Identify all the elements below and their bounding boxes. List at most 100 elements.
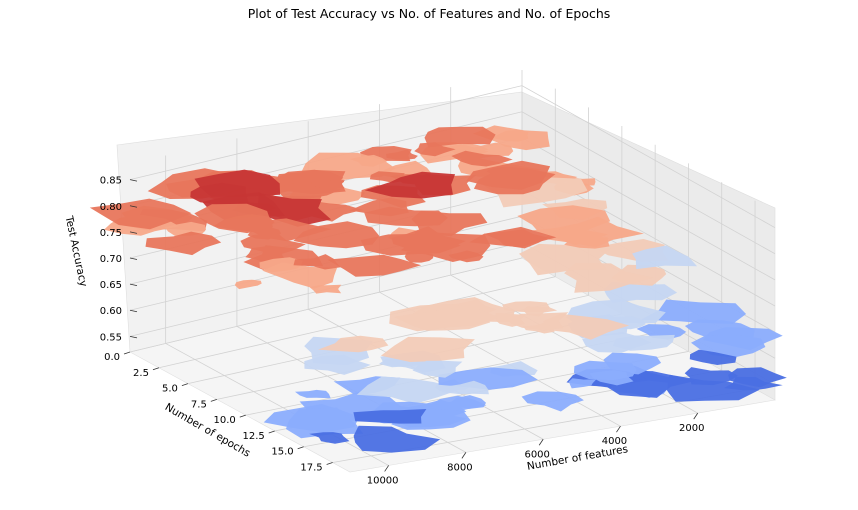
contour-patch bbox=[164, 221, 206, 236]
x-tick-label: 2000 bbox=[679, 423, 704, 434]
contour-patch bbox=[89, 198, 192, 230]
y-tick bbox=[326, 462, 333, 465]
contour-patch bbox=[234, 279, 262, 290]
contour-surface bbox=[89, 125, 787, 453]
contour-patch bbox=[466, 160, 551, 190]
z-tick-label: 0.55 bbox=[100, 332, 122, 343]
contour-patch bbox=[414, 142, 456, 157]
contour-patch bbox=[446, 143, 489, 157]
contour-patch bbox=[356, 376, 461, 404]
y-tick bbox=[297, 446, 304, 450]
z-tick-label: 0.70 bbox=[100, 254, 122, 265]
x-axis-title: Number of features bbox=[526, 443, 629, 473]
z-tick-label: 0.65 bbox=[100, 280, 122, 291]
chart-title: Plot of Test Accuracy vs No. of Features… bbox=[247, 6, 611, 21]
contour-patch bbox=[542, 216, 644, 248]
y-tick bbox=[268, 430, 275, 434]
contour-patch bbox=[309, 432, 350, 444]
z-tick bbox=[129, 335, 138, 339]
contour-patch bbox=[293, 221, 380, 249]
contour-patch bbox=[393, 308, 491, 331]
contour-patch bbox=[364, 206, 448, 227]
contour-patch bbox=[327, 254, 422, 277]
contour-patch bbox=[543, 313, 629, 340]
y-tick-label: 15.0 bbox=[271, 447, 293, 458]
contour-patch bbox=[522, 322, 555, 334]
x-tick bbox=[461, 452, 467, 459]
contour-patch bbox=[304, 354, 371, 375]
contour-patch bbox=[285, 407, 364, 439]
contour-patch bbox=[441, 380, 489, 395]
grid-line bbox=[129, 85, 776, 229]
z-tick-label: 0.85 bbox=[100, 176, 122, 187]
y-tick-label: 7.5 bbox=[191, 399, 207, 410]
contour-patch bbox=[603, 281, 678, 303]
y-tick bbox=[239, 414, 246, 418]
x-tick bbox=[384, 465, 389, 472]
y-tick-label: 12.5 bbox=[242, 431, 264, 442]
grid-line bbox=[165, 343, 389, 466]
contour-patch bbox=[632, 245, 698, 270]
z-tick bbox=[129, 283, 138, 287]
contour-patch bbox=[684, 319, 755, 340]
z-tick bbox=[129, 257, 138, 260]
contour-patch bbox=[380, 336, 475, 362]
contour-patch bbox=[412, 360, 463, 378]
z-tick bbox=[129, 309, 138, 313]
x-tick-label: 6000 bbox=[524, 449, 549, 460]
y-tick-label: 2.5 bbox=[133, 368, 149, 379]
contour-patch bbox=[564, 263, 654, 293]
contour-patch bbox=[254, 193, 331, 227]
contour-patch bbox=[353, 409, 427, 424]
contour-patch bbox=[194, 169, 281, 197]
contour-patch bbox=[309, 284, 342, 294]
z-tick bbox=[129, 205, 138, 208]
y-tick bbox=[152, 367, 160, 371]
contour-patch bbox=[145, 231, 222, 256]
grid-line bbox=[158, 276, 556, 369]
contour-patch bbox=[293, 254, 341, 270]
x-tick bbox=[616, 425, 621, 433]
y-tick-label: 0.0 bbox=[104, 352, 120, 363]
contour-patch bbox=[259, 257, 303, 273]
y-tick bbox=[210, 398, 217, 402]
contour-patch bbox=[521, 391, 584, 412]
x-tick-label: 8000 bbox=[447, 462, 472, 473]
contour-patch bbox=[640, 299, 747, 324]
contour-patch bbox=[451, 150, 513, 167]
contour-patch bbox=[194, 203, 273, 234]
contour-patch bbox=[689, 349, 737, 365]
contour-patch bbox=[469, 226, 557, 248]
x-tick-label: 10000 bbox=[367, 475, 399, 486]
z-tick-label: 0.60 bbox=[100, 306, 122, 317]
contour-patch bbox=[492, 129, 529, 142]
z-tick bbox=[129, 231, 138, 234]
z-tick-label: 0.80 bbox=[100, 202, 122, 213]
z-tick-label: 0.75 bbox=[100, 228, 122, 239]
contour-patch bbox=[589, 370, 634, 386]
contour-patch bbox=[523, 306, 558, 317]
z-axis-title: Test Accuracy bbox=[62, 214, 89, 288]
y-tick-label: 5.0 bbox=[162, 384, 178, 395]
contour-patch bbox=[310, 180, 345, 189]
contour-patch bbox=[404, 251, 434, 263]
contour-patch bbox=[519, 243, 611, 276]
y-tick-label: 10.0 bbox=[214, 415, 236, 426]
x-tick bbox=[538, 439, 544, 446]
contour-patch bbox=[353, 425, 441, 453]
y-tick bbox=[181, 383, 189, 386]
contour-patch bbox=[568, 378, 597, 389]
y-tick-label: 17.5 bbox=[300, 463, 322, 474]
y-tick bbox=[123, 351, 131, 355]
contour-patch bbox=[295, 389, 331, 399]
x-tick bbox=[693, 412, 699, 420]
contour-patch bbox=[582, 332, 652, 353]
contour-patch bbox=[318, 335, 389, 353]
contour-patch bbox=[424, 126, 496, 148]
contour-patch bbox=[360, 234, 461, 256]
z-tick bbox=[129, 179, 138, 182]
grid-line bbox=[129, 257, 523, 353]
x-tick-label: 4000 bbox=[602, 436, 627, 447]
contour-patch bbox=[364, 171, 456, 199]
